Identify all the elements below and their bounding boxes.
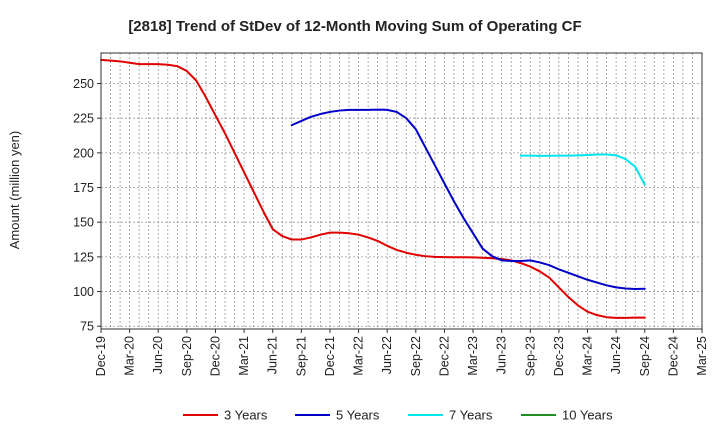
legend-label: 7 Years	[449, 408, 493, 423]
series-line-7-years	[519, 153, 646, 186]
y-axis-label: Amount (million yen)	[7, 131, 22, 250]
x-tick-label: Mar-22	[352, 336, 366, 376]
x-tick-label: Dec-19	[94, 336, 108, 376]
x-tick-label: Dec-21	[323, 336, 337, 376]
legend-label: 3 Years	[224, 408, 268, 423]
plot-frame	[100, 52, 703, 330]
x-tick-label: Mar-23	[466, 336, 480, 376]
chart-title: [2818] Trend of StDev of 12-Month Moving…	[128, 18, 581, 35]
x-tick-label: Jun-22	[380, 336, 394, 374]
y-tick-label: 75	[80, 320, 94, 334]
y-tick-label: 250	[73, 77, 94, 91]
x-ticks: Dec-19 Mar-20 Jun-20 Sep-20 Dec-20 Mar-21 Jun-…	[94, 329, 709, 376]
x-tick-label: Jun-23	[495, 336, 509, 374]
x-tick-label: Jun-21	[266, 336, 280, 374]
x-tick-label: Dec-24	[666, 336, 680, 376]
x-tick-label: Sep-23	[523, 336, 537, 376]
series-line-3-years	[100, 58, 646, 319]
x-tick-label: Sep-21	[294, 336, 308, 376]
series-layer	[100, 58, 646, 319]
y-ticks: 75 100 125 150 175 200 225 250	[73, 77, 101, 334]
x-tick-label: Dec-20	[208, 336, 222, 376]
x-tick-label: Sep-20	[180, 336, 194, 376]
x-tick-label: Sep-24	[638, 336, 652, 376]
grid	[101, 53, 702, 329]
x-tick-label: Mar-21	[237, 336, 251, 376]
y-tick-label: 125	[73, 250, 94, 264]
x-tick-label: Dec-22	[437, 336, 451, 376]
x-tick-label: Jun-20	[151, 336, 165, 374]
y-tick-label: 100	[73, 285, 94, 299]
x-tick-label: Dec-23	[552, 336, 566, 376]
y-tick-label: 200	[73, 146, 94, 160]
x-tick-label: Mar-25	[695, 336, 709, 376]
y-tick-label: 175	[73, 181, 94, 195]
y-tick-label: 225	[73, 112, 94, 126]
x-tick-label: Jun-24	[609, 336, 623, 374]
x-tick-label: Mar-24	[581, 336, 595, 376]
series-line-5-years	[290, 108, 646, 291]
legend-label: 10 Years	[562, 408, 613, 423]
x-tick-label: Mar-20	[123, 336, 137, 376]
x-tick-label: Sep-22	[409, 336, 423, 376]
legend: 3 Years 5 Years 7 Years 10 Years	[183, 408, 613, 423]
y-tick-label: 150	[73, 216, 94, 230]
legend-label: 5 Years	[336, 408, 380, 423]
